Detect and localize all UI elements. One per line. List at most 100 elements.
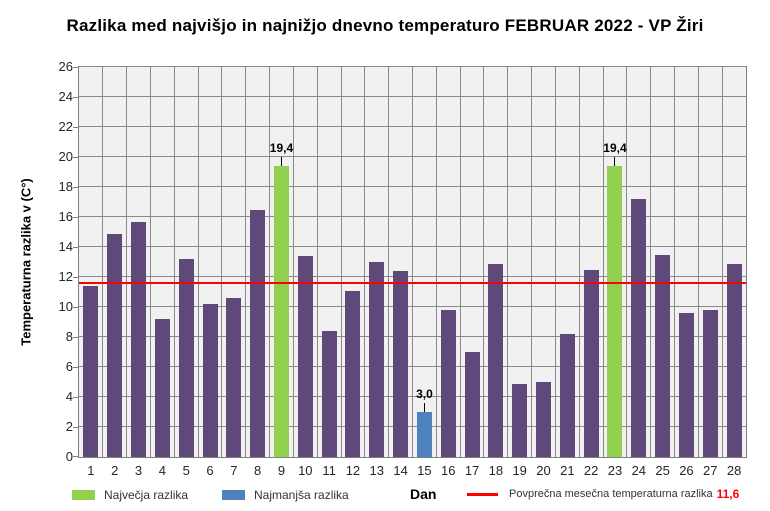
gridline-vertical bbox=[721, 67, 723, 457]
y-tick-label: 12 bbox=[58, 269, 73, 284]
bar bbox=[154, 319, 170, 457]
gridline-vertical bbox=[364, 67, 366, 457]
y-tick-mark bbox=[73, 217, 79, 218]
x-tick-label: 23 bbox=[607, 463, 623, 478]
x-tick-label: 13 bbox=[369, 463, 384, 478]
x-tick-label: 4 bbox=[158, 463, 166, 478]
bar bbox=[297, 256, 313, 457]
x-tick-label: 7 bbox=[230, 463, 238, 478]
x-tick-label: 28 bbox=[726, 463, 742, 478]
y-tick-label: 24 bbox=[58, 89, 73, 104]
x-tick-label: 16 bbox=[440, 463, 456, 478]
gridline-vertical bbox=[340, 67, 342, 457]
y-tick-mark bbox=[73, 97, 79, 98]
legend-average-label: Povprečna mesečna temperaturna razlika bbox=[509, 488, 713, 500]
bar bbox=[226, 298, 242, 457]
y-tick-label: 16 bbox=[58, 209, 73, 224]
gridline-vertical bbox=[578, 67, 580, 457]
gridline-vertical bbox=[388, 67, 390, 457]
y-tick-mark bbox=[73, 277, 79, 278]
gridline-vertical bbox=[531, 67, 533, 457]
gridline-vertical bbox=[269, 67, 271, 457]
bar bbox=[440, 310, 456, 457]
x-tick-label: 26 bbox=[679, 463, 694, 478]
y-tick-mark bbox=[73, 307, 79, 308]
x-tick-label: 18 bbox=[488, 463, 504, 478]
y-tick-label: 14 bbox=[58, 239, 73, 254]
gridline-vertical bbox=[507, 67, 509, 457]
bar bbox=[488, 263, 504, 457]
bar bbox=[416, 412, 432, 457]
x-tick-label: 3 bbox=[134, 463, 143, 478]
y-tick-mark bbox=[73, 337, 79, 338]
y-tick-label: 22 bbox=[58, 119, 73, 134]
x-tick-label: 19 bbox=[512, 463, 527, 478]
chart-title: Razlika med najvišjo in najnižjo dnevno … bbox=[66, 16, 704, 35]
gridline-vertical bbox=[292, 67, 294, 457]
bar bbox=[369, 262, 385, 457]
bar bbox=[202, 304, 218, 457]
y-tick-label: 6 bbox=[65, 359, 73, 374]
gridline-vertical bbox=[245, 67, 247, 457]
bar bbox=[607, 166, 623, 457]
y-tick-label: 26 bbox=[58, 59, 73, 74]
gridline-vertical bbox=[650, 67, 652, 457]
bar bbox=[512, 383, 528, 457]
y-tick-mark bbox=[73, 456, 79, 457]
gridline-vertical bbox=[316, 67, 318, 457]
x-tick-label: 8 bbox=[254, 463, 262, 478]
gridline-vertical bbox=[602, 67, 604, 457]
x-tick-label: 11 bbox=[322, 463, 336, 478]
gridline-vertical bbox=[697, 67, 699, 457]
x-tick-label: 14 bbox=[393, 463, 408, 478]
legend-min-label: Najmanjša razlika bbox=[254, 488, 349, 502]
bar bbox=[83, 286, 99, 457]
data-label-leader-line bbox=[280, 157, 282, 166]
y-tick-label: 0 bbox=[65, 449, 73, 464]
x-tick-label: 1 bbox=[87, 463, 95, 478]
bar bbox=[464, 352, 480, 457]
x-tick-label: 21 bbox=[560, 463, 575, 478]
bar bbox=[583, 269, 599, 457]
bar bbox=[536, 382, 552, 457]
y-tick-label: 10 bbox=[58, 299, 73, 314]
y-tick-mark bbox=[73, 127, 79, 128]
average-line bbox=[79, 282, 746, 284]
bar bbox=[726, 263, 742, 457]
bar bbox=[131, 221, 147, 457]
gridline-horizontal bbox=[79, 66, 746, 67]
bar bbox=[702, 310, 718, 457]
x-tick-label: 20 bbox=[536, 463, 551, 478]
legend-item-average: Povprečna mesečna temperaturna razlika 1… bbox=[467, 487, 739, 501]
x-tick-label: 12 bbox=[345, 463, 361, 478]
gridline-vertical bbox=[435, 67, 437, 457]
bar bbox=[393, 271, 409, 457]
min-swatch-icon bbox=[222, 490, 245, 500]
y-tick-label: 2 bbox=[65, 419, 73, 434]
gridline-vertical bbox=[674, 67, 676, 457]
gridline-vertical bbox=[102, 67, 104, 457]
legend-item-min: Najmanjša razlika bbox=[222, 488, 349, 502]
bar bbox=[107, 233, 123, 457]
max-swatch-icon bbox=[72, 490, 95, 500]
y-axis-title: Temperaturna razlika v (C°) bbox=[18, 178, 34, 346]
y-tick-label: 4 bbox=[65, 389, 73, 404]
x-tick-label: 24 bbox=[631, 463, 647, 478]
plot-area: 0 2 4 6 8 10 12 14 16 18 20 22 24 26 1 2 3 4 5 6 7 8 9 10 11 12 13… bbox=[59, 59, 747, 478]
gridline-vertical bbox=[149, 67, 151, 457]
x-tick-label: 17 bbox=[464, 463, 480, 478]
data-label: 3,0 bbox=[416, 387, 433, 401]
x-tick-label: 15 bbox=[417, 463, 432, 478]
x-axis-title: Dan bbox=[410, 486, 437, 502]
gridline-vertical bbox=[126, 67, 128, 457]
y-tick-label: 20 bbox=[58, 149, 73, 164]
gridline-vertical bbox=[173, 67, 175, 457]
bar bbox=[273, 166, 289, 457]
legend-max-label: Največja razlika bbox=[104, 488, 189, 502]
gridline-vertical bbox=[459, 67, 461, 457]
y-tick-mark bbox=[73, 67, 79, 68]
y-tick-mark bbox=[73, 427, 79, 428]
bar bbox=[678, 313, 694, 457]
bar bbox=[655, 254, 671, 457]
